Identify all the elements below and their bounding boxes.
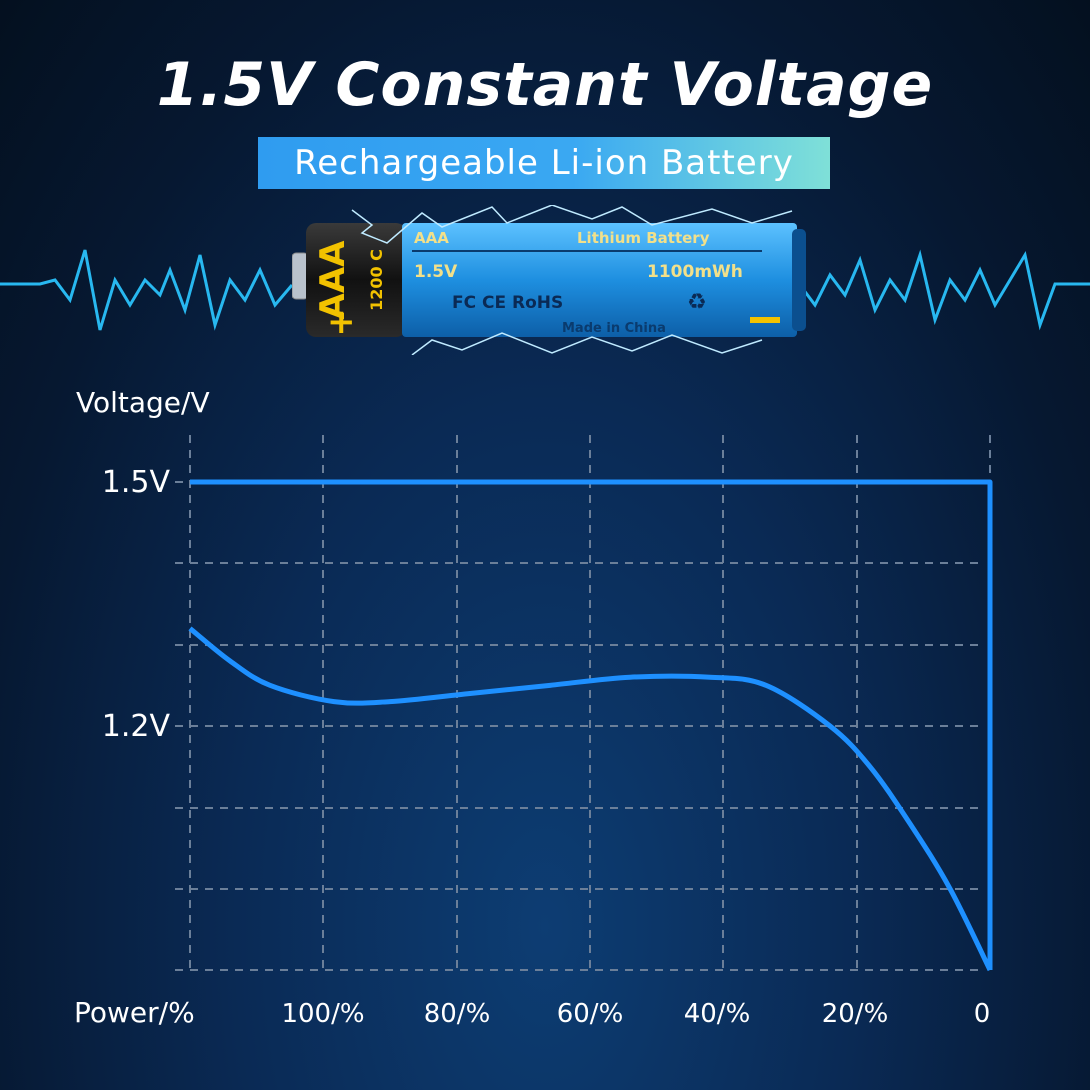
battery-plus-sign: + bbox=[327, 302, 356, 342]
x-axis-label: Power/% bbox=[74, 996, 195, 1029]
y-axis-label: Voltage/V bbox=[76, 386, 210, 419]
pulse-wave-right bbox=[798, 249, 1090, 331]
battery-voltage: 1.5V bbox=[414, 262, 458, 282]
subtitle-banner: Rechargeable Li-ion Battery bbox=[258, 137, 830, 189]
battery-end bbox=[792, 229, 806, 331]
y-tick-label: 1.2V bbox=[102, 709, 171, 744]
page-title: 1.5V Constant Voltage bbox=[156, 50, 934, 120]
pulse-wave-left bbox=[0, 249, 294, 331]
lightning-icon bbox=[351, 205, 793, 244]
battery-label-aaa: AAA bbox=[414, 229, 449, 247]
x-tick-label: 100/% bbox=[281, 999, 364, 1029]
x-tick-label: 20/% bbox=[822, 999, 889, 1029]
subtitle: Rechargeable Li-ion Battery bbox=[294, 143, 794, 183]
x-tick-label: 60/% bbox=[557, 999, 624, 1029]
y-tick-label: 1.5V bbox=[102, 465, 171, 500]
x-tick-label: 40/% bbox=[684, 999, 751, 1029]
recycle-icon: ♻ bbox=[687, 289, 707, 314]
series-line-constant bbox=[190, 479, 993, 970]
pulse-wave bbox=[0, 249, 1090, 331]
battery-minus-sign bbox=[750, 317, 780, 323]
battery-label-lithium: Lithium Battery bbox=[577, 229, 710, 247]
battery-size-label: AAA bbox=[313, 240, 353, 320]
battery-certifications: FC CE RoHS bbox=[452, 293, 563, 313]
battery-cap bbox=[306, 223, 406, 337]
battery-capacity-side: 1200 C bbox=[367, 249, 386, 311]
lightning-icon bbox=[411, 332, 763, 355]
battery-image: AAA 1200 C + AAA Lithium Battery 1.5V 11… bbox=[292, 205, 806, 355]
x-tick-label: 80/% bbox=[424, 999, 491, 1029]
battery-origin: Made in China bbox=[562, 321, 666, 336]
battery-energy: 1100mWh bbox=[647, 262, 743, 282]
series-line-decay bbox=[188, 626, 993, 972]
x-tick-label: 0 bbox=[974, 999, 991, 1029]
